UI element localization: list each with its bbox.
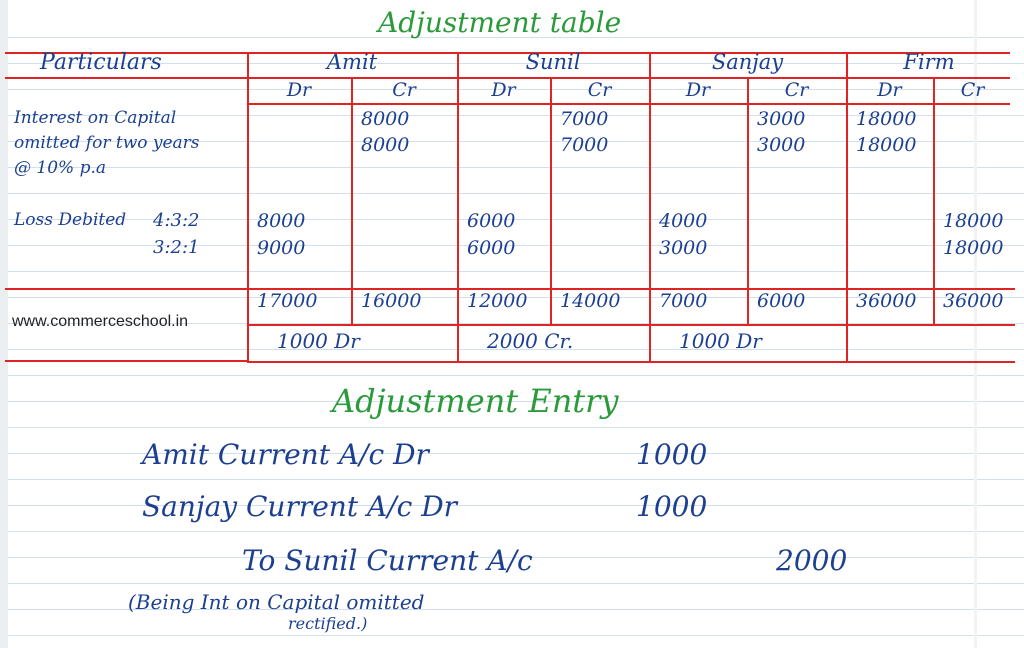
particular-label: @ 10% p.a (14, 158, 107, 178)
total-cell: 6000 (757, 290, 806, 312)
column-subheader: Dr (685, 79, 711, 101)
entry-title: Adjustment Entry (332, 382, 619, 420)
table-cell: 18000 (856, 134, 917, 156)
table-cell: 9000 (257, 237, 306, 259)
table-cell: 8000 (361, 108, 410, 130)
total-cell: 36000 (856, 290, 917, 312)
total-cell: 16000 (361, 290, 422, 312)
table-cell: 7000 (560, 134, 609, 156)
particular-label: Interest on Capital (14, 108, 177, 128)
partner-header: Sunil (525, 50, 581, 74)
entry-narration: rectified.) (288, 614, 368, 633)
ratio-label: 4:3:2 (153, 210, 200, 231)
total-cell: 7000 (659, 290, 708, 312)
table-cell: 3000 (757, 134, 806, 156)
table-rule-vertical (457, 52, 459, 362)
table-cell: 6000 (467, 210, 516, 232)
column-subheader: Cr (392, 79, 416, 101)
partner-header: Firm (903, 50, 955, 74)
entry-credit-amount: 2000 (776, 544, 848, 577)
table-rule-vertical (747, 77, 749, 325)
entry-account: Amit Current A/c Dr (142, 438, 429, 471)
table-rule-horizontal (247, 103, 1010, 105)
entry-debit-amount: 1000 (636, 438, 708, 471)
table-cell: 18000 (943, 237, 1004, 259)
partner-header: Amit (326, 50, 378, 74)
table-rule-horizontal (247, 324, 1015, 326)
particular-label: Loss Debited (14, 210, 127, 230)
column-subheader: Dr (877, 79, 902, 101)
ratio-label: 3:2:1 (153, 237, 200, 258)
entry-narration: (Being Int on Capital omitted (128, 590, 425, 614)
table-rule-vertical (846, 52, 848, 362)
total-cell: 17000 (257, 290, 318, 312)
column-subheader: Cr (960, 79, 985, 101)
column-subheader: Dr (491, 79, 516, 101)
table-rule-vertical (649, 52, 651, 362)
particulars-header: Particulars (40, 50, 162, 75)
watermark: www.commerceschool.in (12, 313, 189, 330)
net-balance: 1000 Dr (679, 329, 762, 353)
table-rule-horizontal (5, 52, 1010, 54)
partner-header: Sanjay (711, 50, 784, 74)
column-subheader: Dr (286, 79, 312, 101)
table-rule-vertical (247, 52, 249, 362)
net-balance: 2000 Cr. (487, 329, 574, 353)
table-cell: 8000 (257, 210, 306, 232)
table-rule-vertical (933, 77, 935, 325)
table-cell: 7000 (560, 108, 609, 130)
table-cell: 8000 (361, 134, 410, 156)
total-cell: 12000 (467, 290, 528, 312)
entry-account: Sanjay Current A/c Dr (142, 490, 458, 523)
table-rule-horizontal (5, 288, 1015, 290)
column-subheader: Cr (587, 79, 612, 101)
table-rule-horizontal (5, 77, 1010, 79)
table-rule-horizontal (5, 360, 247, 362)
table-rule-vertical (550, 77, 552, 325)
table-title: Adjustment table (378, 6, 622, 39)
column-subheader: Cr (784, 79, 809, 101)
total-cell: 36000 (943, 290, 1004, 312)
total-cell: 14000 (560, 290, 621, 312)
net-balance: 1000 Dr (277, 329, 360, 353)
table-rule-horizontal (247, 361, 1015, 363)
table-rule-vertical (351, 77, 353, 325)
table-cell: 18000 (943, 210, 1004, 232)
table-cell: 4000 (659, 210, 708, 232)
table-cell: 18000 (856, 108, 917, 130)
table-cell: 3000 (757, 108, 806, 130)
particular-label: omitted for two years (14, 133, 200, 153)
entry-account: To Sunil Current A/c (242, 544, 533, 577)
entry-debit-amount: 1000 (636, 490, 708, 523)
table-cell: 3000 (659, 237, 708, 259)
left-margin (0, 0, 8, 648)
table-cell: 6000 (467, 237, 516, 259)
